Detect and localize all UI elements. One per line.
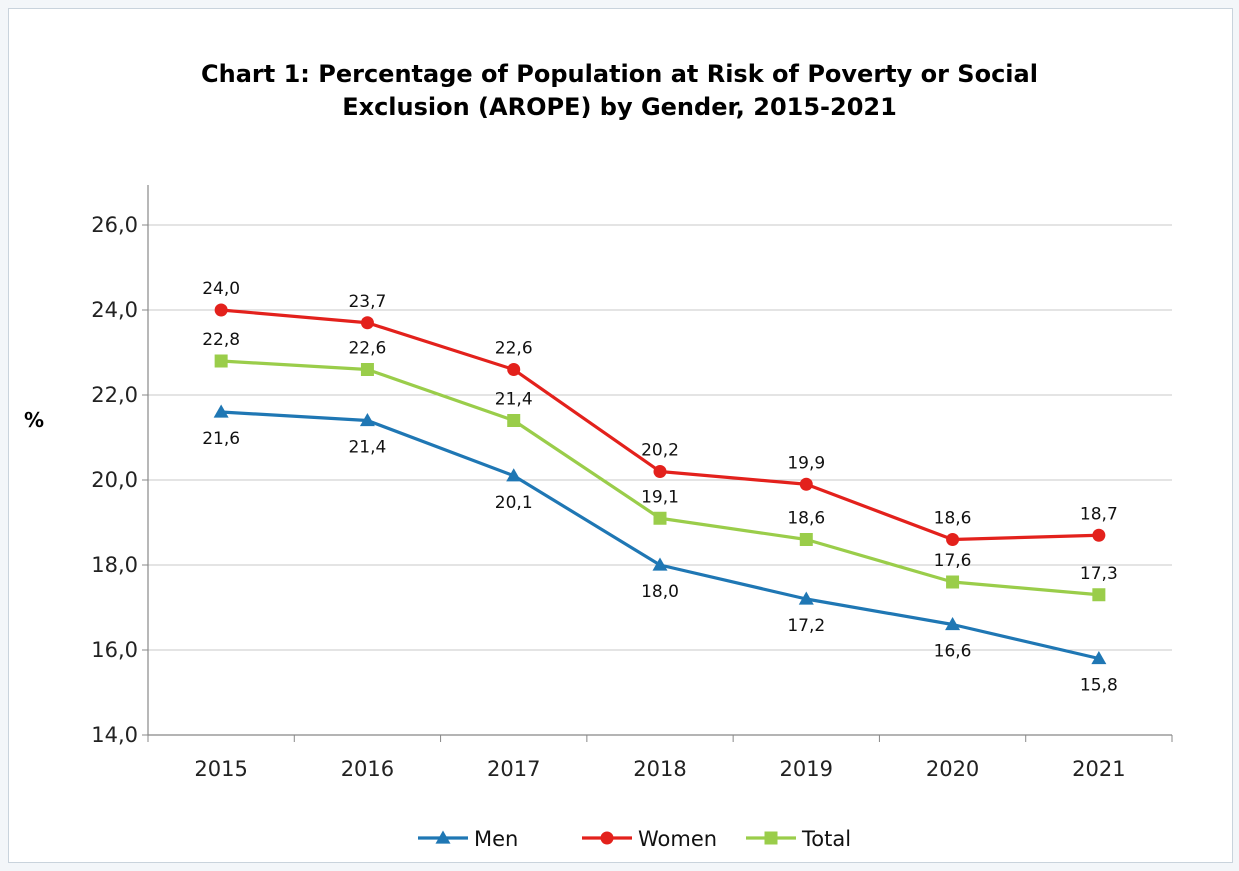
y-tick-label: 20,0 [91, 468, 138, 492]
data-point-men [945, 617, 961, 631]
y-tick-label: 14,0 [91, 723, 138, 747]
x-tick-label: 2021 [1072, 757, 1125, 781]
legend-label-men: Men [474, 827, 518, 851]
data-label-men: 21,6 [202, 429, 240, 449]
y-tick-label: 18,0 [91, 553, 138, 577]
legend-marker-men [435, 830, 451, 844]
data-label-total: 22,8 [202, 330, 240, 350]
data-label-men: 21,4 [348, 438, 386, 458]
data-point-women [1092, 528, 1106, 542]
data-label-women: 19,9 [787, 453, 825, 473]
data-point-women [214, 303, 228, 317]
data-point-total [653, 511, 667, 525]
legend-marker-total [764, 831, 778, 845]
data-label-men: 18,0 [641, 582, 679, 602]
data-point-total [946, 575, 960, 589]
data-label-women: 23,7 [348, 292, 386, 312]
x-tick-label: 2020 [926, 757, 979, 781]
data-point-men [798, 591, 814, 605]
data-label-total: 21,4 [495, 390, 533, 410]
data-label-total: 22,6 [348, 339, 386, 359]
data-point-total [507, 414, 521, 427]
legend-marker-women [600, 831, 614, 845]
chart-title: Chart 1: Percentage of Population at Ris… [201, 60, 1038, 121]
data-point-total [799, 533, 813, 546]
data-label-women: 24,0 [202, 279, 240, 299]
y-tick-label: 26,0 [91, 213, 138, 237]
x-tick-label: 2017 [487, 757, 540, 781]
x-tick-label: 2018 [633, 757, 686, 781]
data-point-total [214, 354, 228, 368]
data-point-men [1091, 651, 1107, 665]
data-label-total: 17,3 [1080, 564, 1118, 584]
x-tick-label: 2015 [194, 757, 247, 781]
data-point-women [360, 316, 374, 330]
data-point-men [213, 404, 229, 418]
series-lines [213, 303, 1107, 665]
chart-frame [8, 8, 1233, 863]
data-label-total: 18,6 [787, 509, 825, 529]
data-label-men: 16,6 [934, 642, 972, 662]
y-tick-label: 24,0 [91, 298, 138, 322]
y-tick-label: 22,0 [91, 383, 138, 407]
data-label-men: 20,1 [495, 493, 533, 513]
y-axis-label: % [24, 408, 45, 432]
data-point-men [506, 468, 522, 482]
legend-label-total: Total [801, 827, 851, 851]
data-label-total: 19,1 [641, 487, 679, 507]
data-point-total [360, 363, 374, 376]
x-tick-label: 2016 [341, 757, 394, 781]
data-point-total [1092, 588, 1106, 602]
x-tick-label: 2019 [780, 757, 833, 781]
data-labels: 21,6 21,4 20,1 18,0 17,2 16,6 15,8 24,0 23,7 22,6… [202, 279, 1118, 696]
axes: 14,0 16,0 18,0 20,0 22,0 24,0 26,0 2015 2016 2017… [91, 185, 1173, 781]
data-label-women: 18,6 [934, 509, 972, 529]
data-point-women [799, 477, 813, 491]
data-point-women [507, 363, 521, 376]
data-label-total: 17,6 [934, 551, 972, 571]
data-label-women: 18,7 [1080, 504, 1118, 524]
y-tick-label: 16,0 [91, 638, 138, 662]
data-label-men: 15,8 [1080, 676, 1118, 696]
legend-label-women: Women [638, 827, 717, 851]
data-point-men [652, 557, 668, 571]
data-label-women: 20,2 [641, 441, 679, 461]
data-label-men: 17,2 [787, 616, 825, 636]
data-point-women [946, 533, 960, 546]
data-label-women: 22,6 [495, 339, 533, 359]
legend: Men Women Total [418, 827, 851, 851]
data-point-women [653, 465, 667, 478]
data-point-men [359, 413, 375, 427]
